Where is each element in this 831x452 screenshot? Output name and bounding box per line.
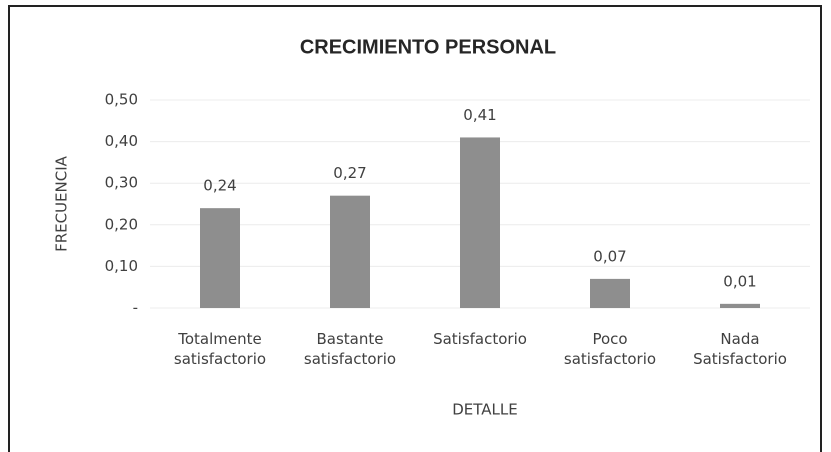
data-label: 0,24 [203,177,236,195]
data-label: 0,41 [463,106,496,124]
y-tick-label: 0,40 [105,132,138,150]
bar [460,137,500,308]
chart-title: CRECIMIENTO PERSONAL [300,36,556,58]
x-axis-label: DETALLE [452,401,517,419]
data-label: 0,07 [593,247,626,265]
y-tick-label: 0,10 [105,257,138,275]
data-label: 0,01 [723,272,756,290]
x-tick-label: Bastante satisfactorio [304,330,396,368]
bar [330,195,370,308]
y-tick-label: 0,30 [105,174,138,192]
y-axis-label: FRECUENCIA [53,155,71,252]
y-tick-label: - [133,299,138,317]
data-label: 0,27 [333,164,366,182]
x-tick-label: Totalmente satisfactorio [174,330,266,368]
x-tick-label: Poco satisfactorio [564,330,656,368]
bar [200,208,240,308]
x-tick-label: Satisfactorio [433,330,527,348]
chart-border [8,5,822,452]
x-tick-label: Nada Satisfactorio [693,330,787,368]
bar [590,278,630,308]
y-tick-label: 0,50 [105,91,138,109]
bar [720,303,760,308]
y-tick-label: 0,20 [105,215,138,233]
